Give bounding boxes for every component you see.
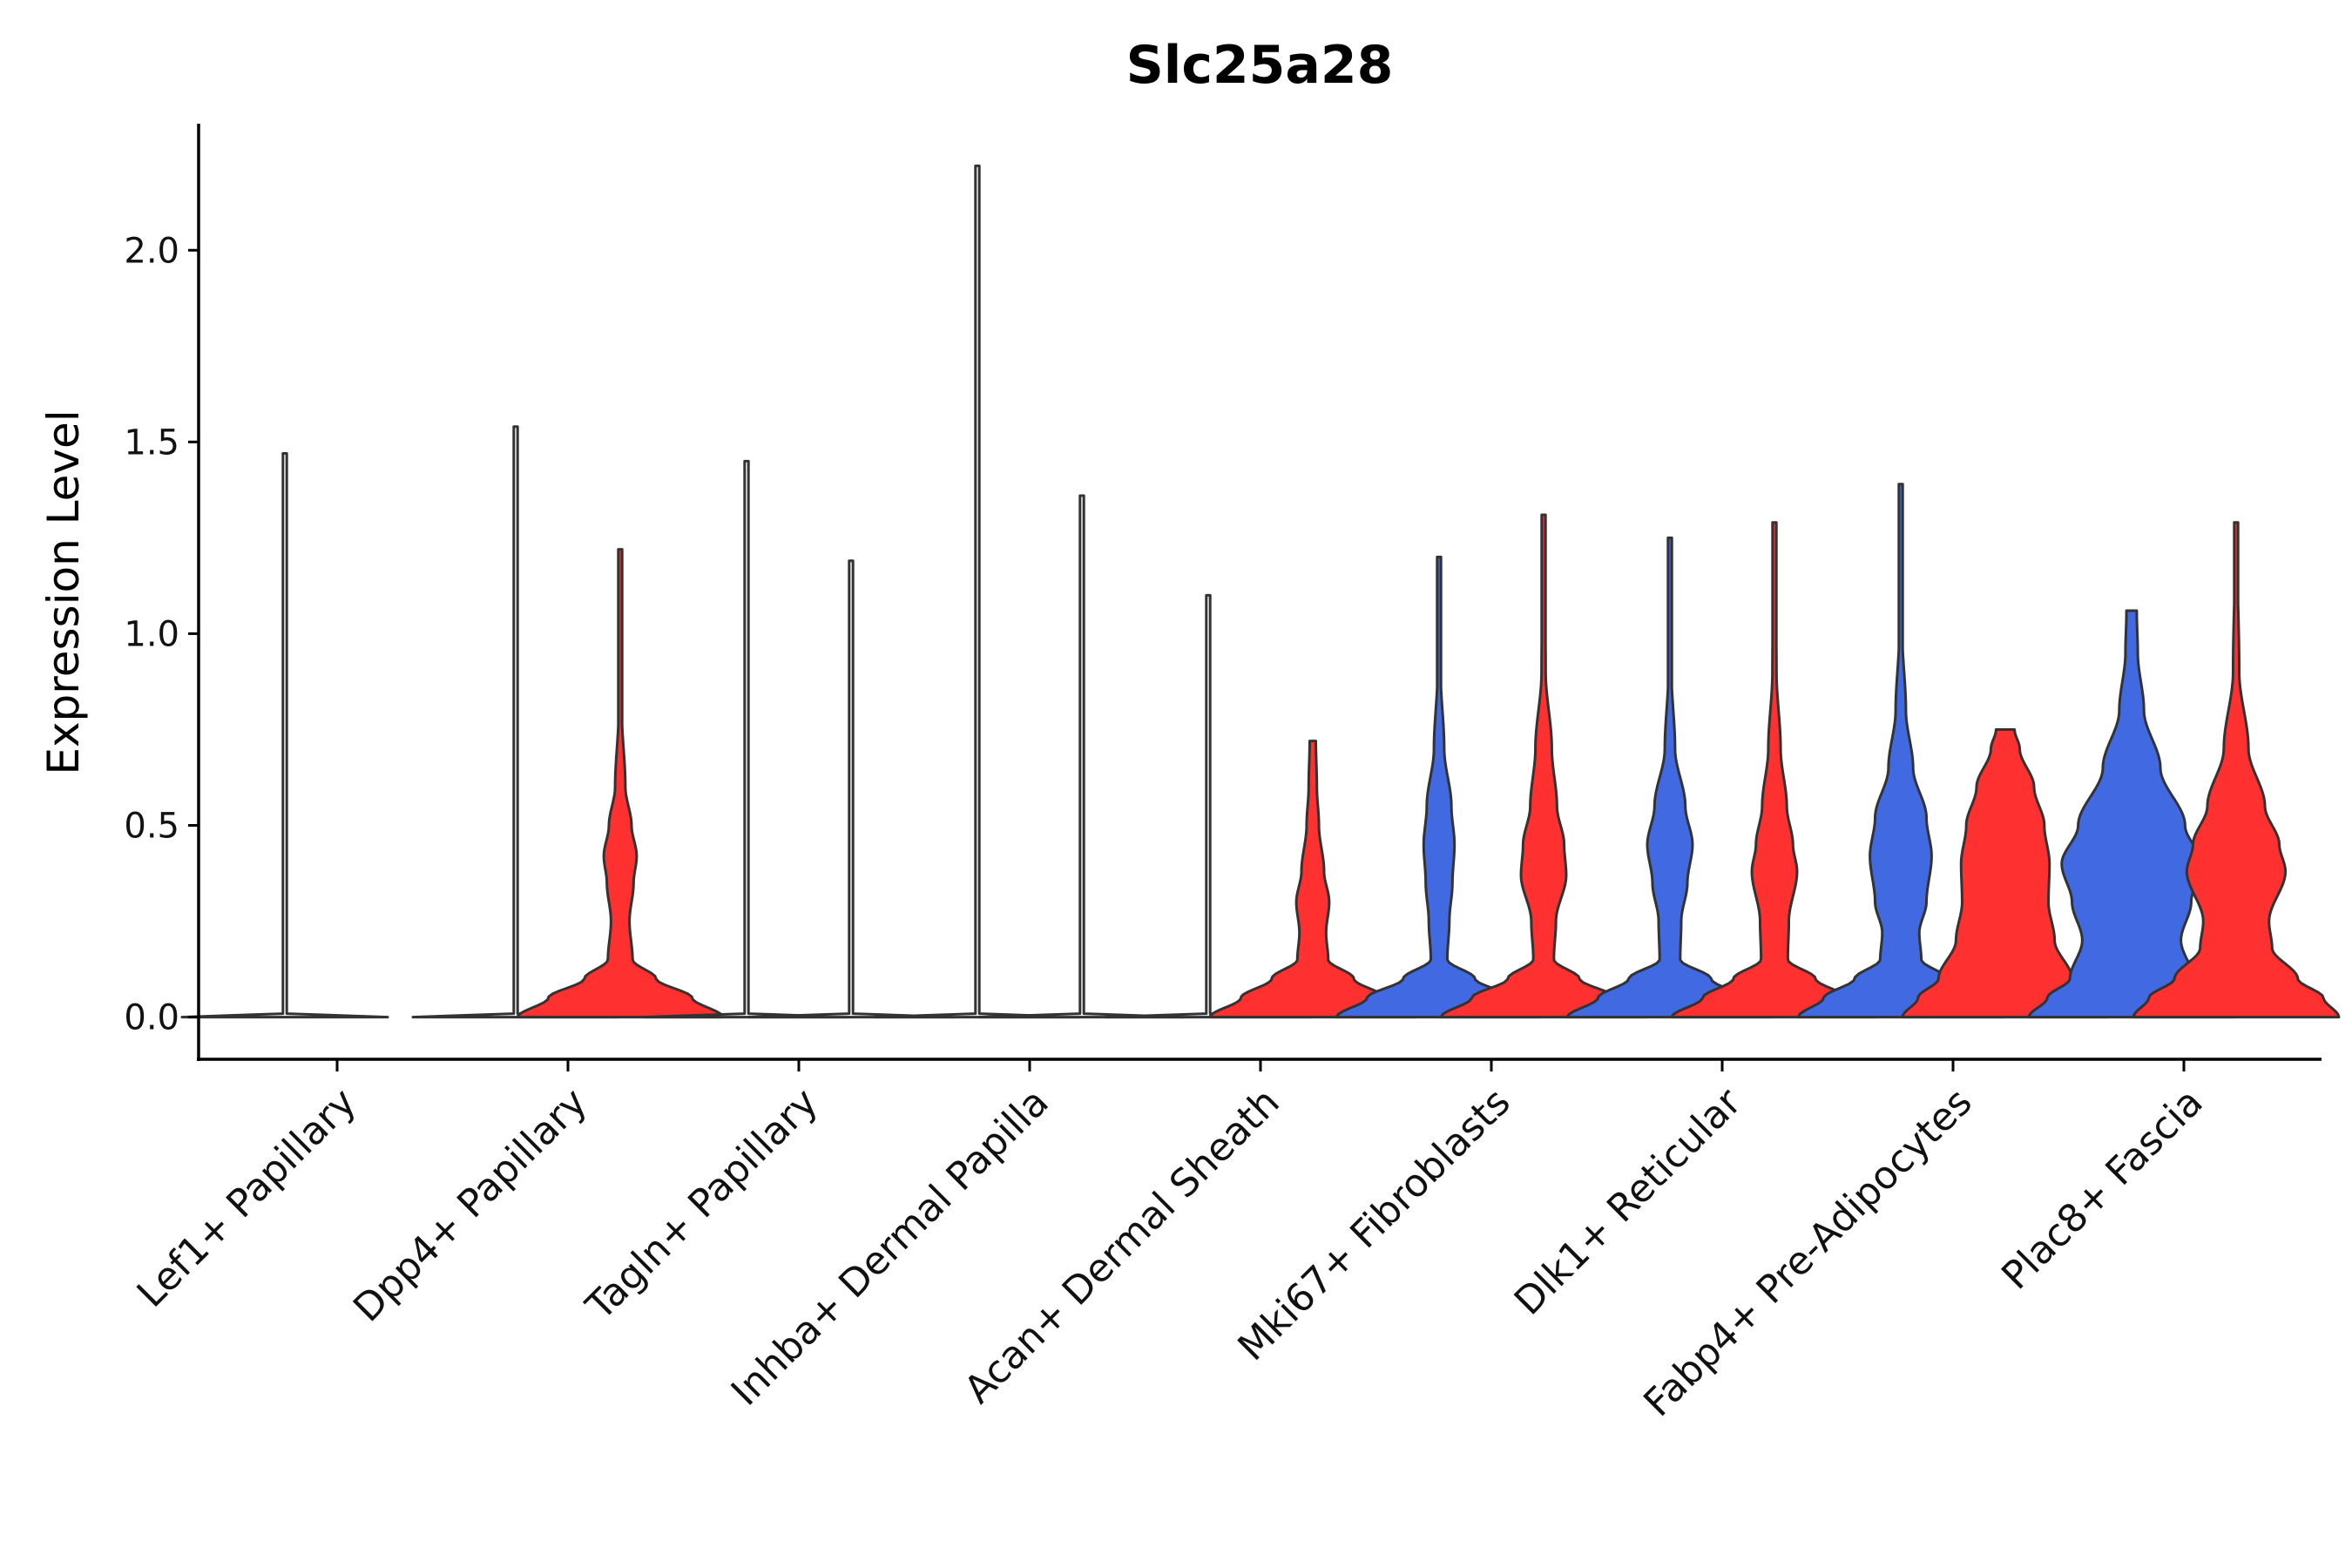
y-tick-label: 0.0 [124, 998, 179, 1038]
violin-left-6 [1565, 536, 1774, 1019]
y-tick-label: 1.5 [124, 422, 179, 463]
category-label: Dpp4+ Papillary [345, 1080, 596, 1331]
category-label: Dlk1+ Reticular [1506, 1079, 1751, 1324]
violin-right-8 [2132, 521, 2341, 1019]
y-ticks: 0.0 0.5 1.0 1.5 2.0 [124, 231, 199, 1038]
violin-right-6 [1670, 521, 1879, 1019]
violin-left-7 [1796, 483, 2005, 1019]
violin-left-4 [1104, 593, 1313, 1019]
violin-right-1 [516, 548, 725, 1019]
violin-left-2 [642, 459, 851, 1019]
y-tick-label: 0.5 [124, 807, 179, 847]
violin-right-4 [1208, 740, 1417, 1019]
violin-left-0 [180, 452, 389, 1019]
category-label: Lef1+ Papillary [129, 1080, 365, 1316]
violin-right-3 [977, 494, 1186, 1019]
violin-left-3 [873, 164, 1082, 1019]
violin-layer [180, 164, 2341, 1019]
violin-right-5 [1439, 513, 1648, 1019]
y-axis-label: Expression Level [38, 409, 89, 774]
violin-left-5 [1335, 555, 1544, 1019]
category-label: Plac8+ Fascia [1993, 1080, 2212, 1299]
violin-right-7 [1901, 727, 2110, 1019]
violin-right-2 [747, 559, 956, 1019]
chart-title: Slc25a28 [1126, 35, 1394, 96]
violin-left-1 [411, 425, 620, 1019]
category-label: Tagln+ Papillary [578, 1080, 827, 1329]
y-tick-label: 2.0 [124, 231, 179, 271]
y-tick-label: 1.0 [124, 614, 179, 654]
